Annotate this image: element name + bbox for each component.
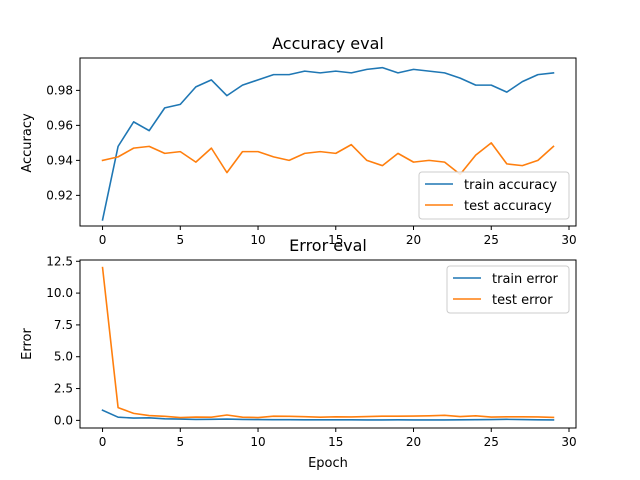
accuracy-x-tick-label: 0 [99,233,107,247]
error-y-tick-label: 0.0 [54,413,73,427]
error-y-tick-label: 12.5 [46,254,73,268]
error-series-lines [101,266,555,421]
series-line-train-error [101,409,555,421]
error-chart-title: Error eval [289,236,367,255]
accuracy-x-tick-label: 20 [406,233,421,247]
accuracy-plot-area [79,57,577,227]
error-x-tick-label: 10 [250,435,265,449]
error-subplot: Error eval Error Epoch 0 5 10 15 20 25 30 0.0 2.… [20,236,577,471]
accuracy-y-tick-label: 0.98 [46,83,73,97]
accuracy-series-lines [101,66,555,221]
accuracy-y-axis-label: Accuracy [20,113,35,173]
accuracy-x-tick-label: 30 [561,233,576,247]
accuracy-x-tick-label: 5 [176,233,184,247]
accuracy-x-tick-label: 10 [250,233,265,247]
accuracy-legend-box [418,171,570,220]
series-line-test-error [101,266,555,419]
legend-label-test-accuracy: test accuracy [464,199,552,214]
error-y-tick-label: 7.5 [54,318,73,332]
error-x-tick-label: 0 [99,435,107,449]
series-line-train-accuracy [101,66,555,221]
accuracy-legend: train accuracy test accuracy [418,171,570,220]
error-x-tick-label: 25 [484,435,499,449]
accuracy-y-tick-label: 0.96 [46,118,73,132]
accuracy-y-tick-label: 0.92 [46,188,73,202]
series-line-test-accuracy [101,142,555,176]
error-plot-area [79,259,577,429]
error-y-tick-label: 10.0 [46,286,73,300]
error-legend: train error test error [446,265,570,314]
legend-label-train-accuracy: train accuracy [464,178,557,193]
accuracy-y-tick-label: 0.94 [46,153,73,167]
legend-label-train-error: train error [492,272,559,287]
accuracy-chart-title: Accuracy eval [272,34,384,53]
error-y-tick-label: 5.0 [54,350,73,364]
legend-label-test-error: test error [492,293,553,308]
accuracy-x-tick-label: 25 [484,233,499,247]
error-x-tick-label: 30 [561,435,576,449]
error-ticks: 0 5 10 15 20 25 30 0.0 2.5 5.0 7.5 10.0 12.5 [46,254,576,449]
error-x-tick-label: 5 [176,435,184,449]
error-x-tick-label: 20 [406,435,421,449]
error-x-tick-label: 15 [328,435,343,449]
error-x-axis-label: Epoch [308,456,348,471]
error-y-axis-label: Error [20,328,35,360]
accuracy-subplot: Accuracy eval Accuracy 0 5 10 15 20 25 300.920… [20,34,577,247]
error-y-tick-label: 2.5 [54,382,73,396]
accuracy-x-tick-label: 15 [328,233,343,247]
accuracy-ticks: 0 5 10 15 20 25 30 0.92 0.94 0.96 0.98 [46,83,576,247]
